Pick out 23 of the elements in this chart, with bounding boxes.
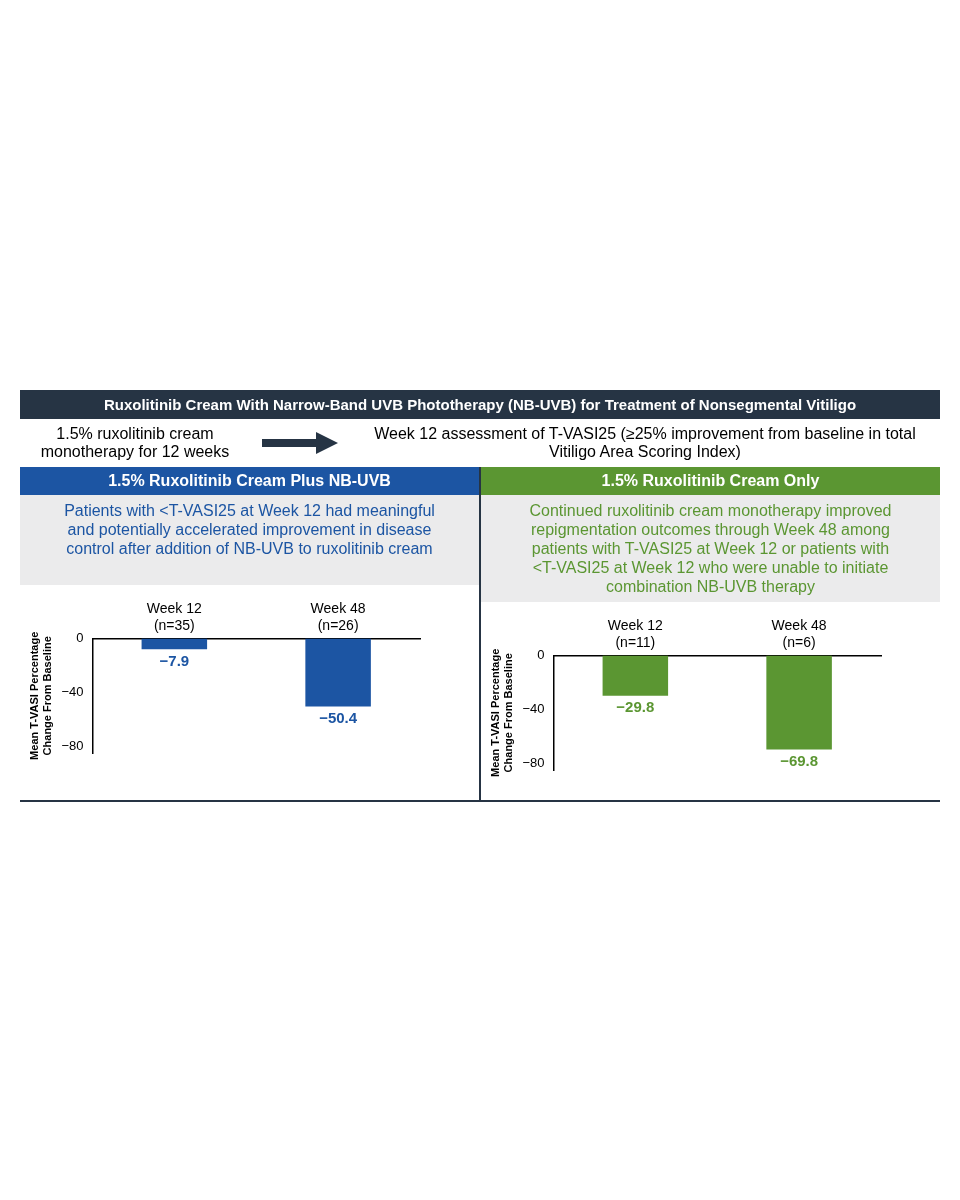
- x-tick-label: Week 48 (n=26): [310, 600, 366, 634]
- chart-title: 1.5% Ruxolitinib Cream Plus NB-UVB: [20, 467, 479, 495]
- data-label: −69.8: [780, 752, 819, 770]
- y-tick-label: 0: [76, 630, 84, 646]
- y-axis-title: Mean T-VASI Percentage Change From Baseline: [488, 648, 514, 777]
- y-tick-label: 0: [537, 647, 545, 663]
- text: Week 12 assessment of T-VASI25 (≥25% improvement from baseline in total Vitiligo Area Scoring Index): [373, 425, 917, 461]
- text: Ruxolitinib Cream With Narrow-Band UVB Phototherapy (NB-UVB) for Treatment of Nonsegmental Vitiligo: [20, 390, 940, 419]
- data-label: −29.8: [616, 698, 655, 716]
- x-tick-label: Week 12 (n=11): [607, 617, 664, 651]
- chart-subtitle: Continued ruxolitinib cream monotherapy improved repigmentation outcomes through Week 48 among patients with T-VASI25 at Week 12 or patients with <T-VASI25 at Week 12 who were unable to initiate combination NB-UVB therapy: [481, 495, 940, 602]
- y-tick-label: −40: [522, 701, 545, 717]
- y-tick-label: −40: [61, 684, 84, 700]
- x-tick-label: Week 12 (n=35): [146, 600, 203, 634]
- data-label: −7.9: [159, 651, 190, 669]
- chart-title: 1.5% Ruxolitinib Cream Only: [481, 467, 940, 495]
- y-axis-title: Mean T-VASI Percentage Change From Baseline: [27, 631, 53, 760]
- text: 1.5% ruxolitinib cream monotherapy for 12 weeks: [39, 425, 231, 461]
- x-tick-label: Week 48 (n=6): [771, 617, 827, 651]
- chart-subtitle: Patients with <T-VASI25 at Week 12 had meaningful and potentially accelerated improvement in disease control after addition of NB-UVB to ruxolitinib cream: [20, 495, 479, 585]
- y-tick-label: −80: [522, 754, 545, 770]
- y-tick-label: −80: [61, 737, 84, 753]
- data-label: −50.4: [319, 709, 358, 727]
